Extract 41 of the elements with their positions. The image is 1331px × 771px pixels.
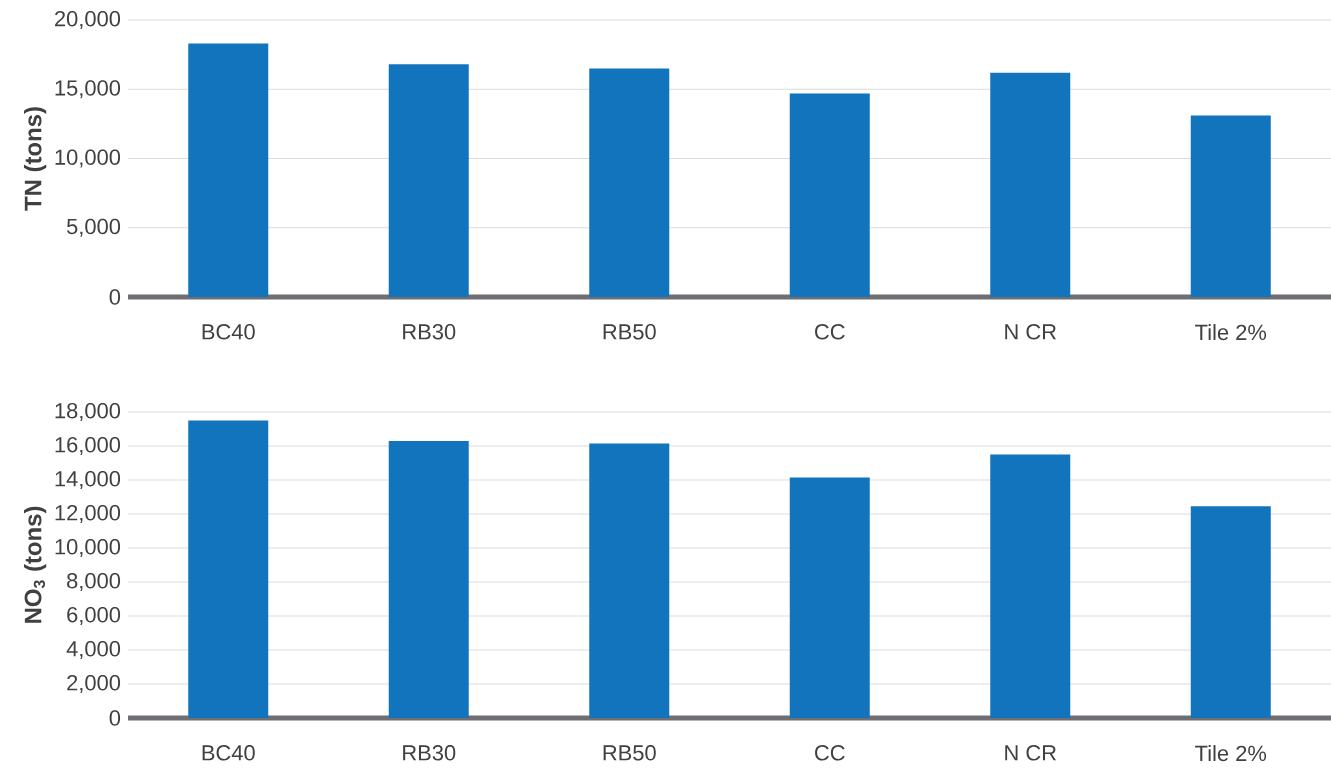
y-tick-label: 14,000 <box>55 470 121 490</box>
y-tick-label: 18,000 <box>55 402 121 422</box>
bar <box>789 93 870 297</box>
y-tick-label: 10,000 <box>55 149 121 168</box>
x-tick-label: CC <box>815 324 845 340</box>
bar <box>388 64 469 297</box>
x-tick-label: Tile 2% <box>1195 324 1267 341</box>
bar <box>1190 115 1271 297</box>
y-tick-label: 4,000 <box>66 640 121 660</box>
x-tick-label: BC40 <box>202 324 255 340</box>
bar <box>589 443 670 718</box>
x-tick-label: N CR <box>1005 745 1057 761</box>
y-tick-label: 12,000 <box>55 504 121 524</box>
y-axis-title: NO$_{3}$ (tons) <box>23 506 47 623</box>
x-tick-label: N CR <box>1005 324 1057 340</box>
y-tick-label: 10,000 <box>55 538 121 558</box>
y-axis-title: TN (tons) <box>23 107 47 211</box>
x-tick-label: BC40 <box>202 745 255 761</box>
bar <box>990 454 1071 718</box>
x-tick-label: RB50 <box>603 324 656 340</box>
x-tick-label: RB30 <box>403 745 456 761</box>
bar <box>1190 506 1271 718</box>
y-tick-label: 2,000 <box>67 674 121 694</box>
bar <box>188 43 269 297</box>
bar <box>388 440 469 718</box>
bar <box>188 420 269 718</box>
bar <box>990 72 1071 297</box>
y-tick-label: 0 <box>109 289 121 305</box>
y-tick-label: 16,000 <box>55 436 121 456</box>
y-tick-label: 15,000 <box>55 80 121 99</box>
x-tick-label: RB30 <box>403 324 456 340</box>
x-tick-label: CC <box>815 745 845 761</box>
y-tick-label: 0 <box>109 710 121 726</box>
bar <box>589 68 670 297</box>
y-tick-label: 6,000 <box>67 606 121 626</box>
x-tick-label: RB50 <box>603 745 656 761</box>
y-tick-label: 8,000 <box>67 572 121 592</box>
y-tick-label: 20,000 <box>55 10 121 30</box>
y-tick-label: 5,000 <box>66 218 121 237</box>
x-tick-label: Tile 2% <box>1195 745 1267 762</box>
bar <box>789 477 870 718</box>
